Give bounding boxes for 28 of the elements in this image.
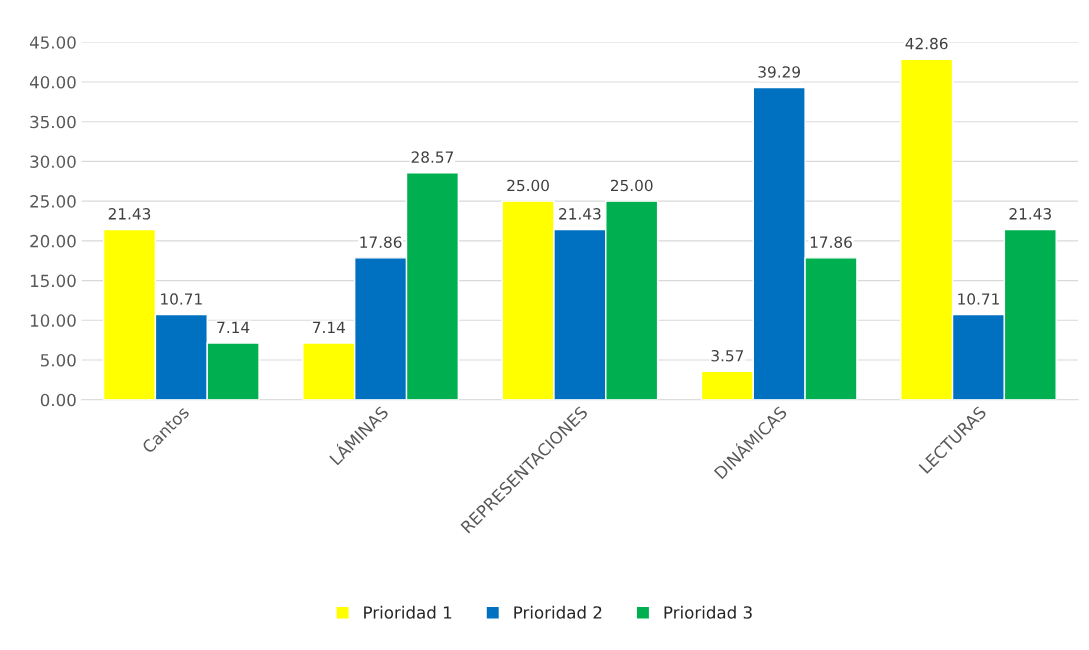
y-tick-label: 40.00 <box>29 75 76 89</box>
y-tick-label: 35.00 <box>30 115 76 129</box>
data-label: 21.43 <box>108 208 151 220</box>
data-label: 21.43 <box>1009 208 1051 220</box>
y-tick-label: 15.00 <box>30 274 76 288</box>
y-tick-label: 10.00 <box>30 314 76 327</box>
data-label: 10.71 <box>958 293 999 305</box>
data-label: 42.86 <box>905 37 948 50</box>
y-tick-label: 45.00 <box>29 36 76 49</box>
data-label: 3.57 <box>711 349 744 362</box>
y-tick-label: 30.00 <box>30 155 76 168</box>
data-label: 25.00 <box>507 179 549 192</box>
data-label: 7.14 <box>217 321 250 333</box>
y-tick-label: 0.00 <box>40 393 76 407</box>
data-label: 39.29 <box>758 66 800 78</box>
data-label: 25.00 <box>610 179 653 192</box>
data-label: 10.71 <box>161 293 202 305</box>
data-label: 7.14 <box>313 321 345 333</box>
data-label: 17.86 <box>360 236 402 248</box>
data-label: 21.43 <box>559 208 601 220</box>
data-label: 17.86 <box>810 236 852 248</box>
legend-label: Prioridad 3 <box>664 605 752 619</box>
legend-label: Prioridad 2 <box>514 605 602 619</box>
legend-label: Prioridad 1 <box>364 605 452 619</box>
y-tick-label: 5.00 <box>40 353 76 367</box>
y-tick-label: 25.00 <box>30 195 76 208</box>
data-label: 28.57 <box>411 151 453 163</box>
y-tick-label: 20.00 <box>30 234 76 248</box>
